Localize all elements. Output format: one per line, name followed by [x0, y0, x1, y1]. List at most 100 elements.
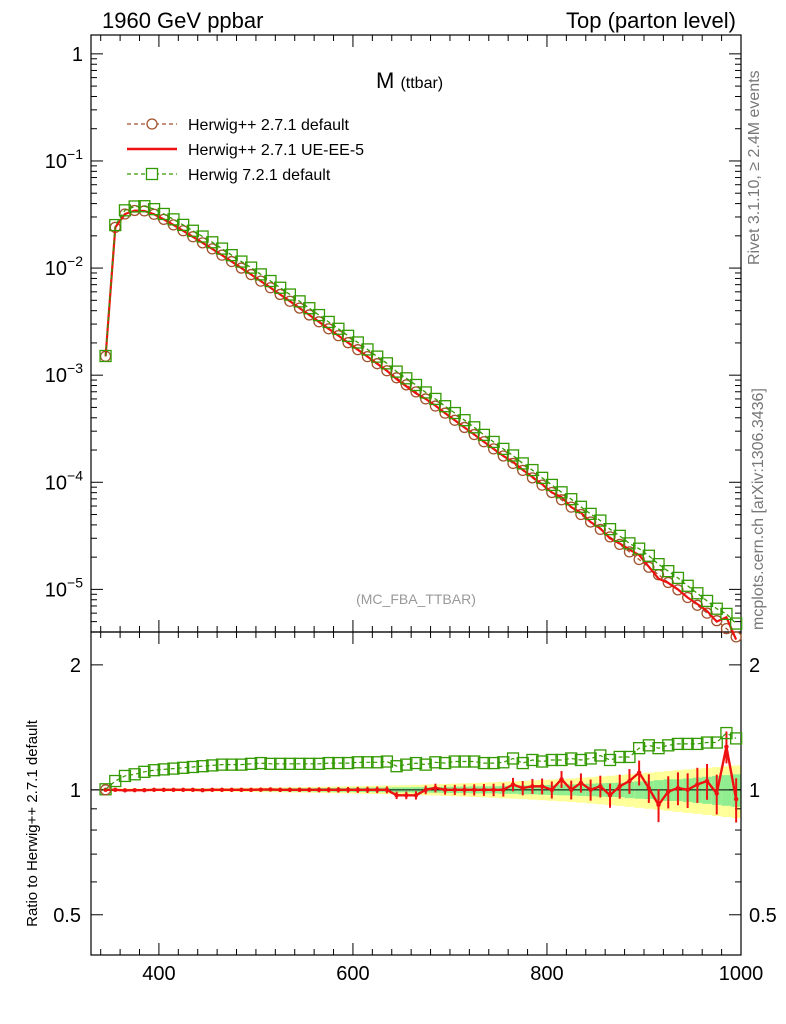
data-point	[371, 350, 384, 363]
data-point	[206, 243, 218, 255]
data-point	[400, 379, 412, 391]
x-tick-label: 800	[530, 963, 563, 985]
data-point	[565, 501, 577, 513]
ratio-point	[481, 787, 487, 793]
ratio-point	[239, 787, 244, 793]
data-point	[526, 463, 539, 477]
data-point	[555, 486, 568, 499]
series-line	[104, 205, 737, 624]
ratio-point	[662, 739, 675, 752]
legend-marker	[145, 167, 159, 181]
data-point	[594, 523, 606, 536]
ratio-point	[200, 787, 205, 793]
ratio-point	[384, 787, 390, 793]
ratio-point	[516, 756, 529, 770]
data-point	[99, 349, 112, 363]
ratio-point	[244, 757, 258, 770]
data-point	[449, 414, 461, 426]
data-point	[274, 288, 286, 301]
ratio-point	[254, 756, 267, 770]
data-point	[371, 358, 383, 370]
ratio-point	[555, 753, 568, 767]
ratio-point	[151, 787, 157, 793]
data-point	[390, 365, 403, 378]
ratio-point	[336, 787, 341, 793]
data-point	[516, 457, 529, 470]
ratio-band-inner	[721, 775, 732, 806]
data-point	[594, 514, 607, 527]
data-point	[293, 295, 306, 308]
ratio-point	[656, 802, 661, 808]
data-point	[429, 400, 442, 412]
legend-label: Herwig++ 2.7.1 UE-EE-5	[188, 142, 364, 159]
data-point	[681, 579, 694, 592]
ratio-point	[458, 755, 471, 768]
ratio-point	[429, 756, 442, 769]
data-point	[128, 200, 141, 213]
ratio-point	[394, 793, 399, 798]
ratio-point	[400, 758, 413, 771]
ratio-point	[724, 744, 729, 749]
ratio-point	[235, 758, 248, 771]
series-0	[99, 204, 742, 643]
data-point	[313, 316, 325, 328]
y-tick-label: 10−1	[45, 146, 83, 173]
data-point	[312, 308, 326, 322]
data-point	[711, 615, 723, 627]
data-point	[361, 343, 374, 356]
ratio-point	[685, 787, 690, 793]
data-point	[400, 372, 413, 385]
data-point	[526, 472, 539, 484]
ratio-point	[355, 787, 360, 793]
data-point	[351, 336, 364, 349]
ratio-point	[530, 784, 535, 789]
ratio-point	[578, 780, 584, 785]
data-point	[264, 282, 277, 294]
x-tick-label: 1000	[719, 963, 764, 985]
ratio-point	[122, 788, 128, 793]
ratio-point	[283, 757, 297, 770]
header-process-label: Top (parton level)	[566, 8, 736, 33]
ratio-point	[666, 789, 671, 794]
y-tick-label: 10−5	[45, 574, 83, 601]
ratio-point	[190, 787, 196, 793]
ratio-point	[371, 756, 384, 769]
data-point	[468, 421, 481, 434]
ratio-point	[138, 765, 151, 778]
ratio-point	[565, 752, 578, 765]
data-point	[303, 309, 315, 321]
data-point	[226, 255, 238, 268]
ratio-point	[374, 787, 380, 793]
ratio-y-tick-label: 2	[70, 655, 81, 677]
ratio-point	[287, 787, 293, 793]
ratio-point	[128, 768, 141, 781]
ratio-point	[569, 787, 574, 793]
ratio-point	[177, 761, 190, 774]
ratio-point	[603, 753, 617, 767]
data-point	[672, 584, 684, 596]
ratio-y-tick-label-right: 2	[749, 655, 760, 677]
ratio-point	[248, 787, 254, 793]
analysis-watermark: (MC_FBA_TTBAR)	[356, 591, 476, 607]
ratio-point	[704, 778, 710, 784]
ratio-point	[506, 752, 520, 765]
data-point	[284, 295, 296, 307]
ratio-point	[462, 787, 467, 793]
ratio-point	[646, 785, 652, 791]
data-point	[380, 357, 394, 370]
ratio-point	[691, 737, 704, 751]
data-point	[419, 386, 432, 399]
data-point	[691, 587, 704, 600]
ratio-y-axis-label: Ratio to Herwig++ 2.7.1 default	[24, 719, 41, 927]
ratio-point	[613, 750, 626, 764]
data-point	[458, 421, 471, 434]
ratio-point	[549, 787, 555, 793]
data-point	[254, 268, 267, 281]
ratio-plot-frame	[90, 631, 742, 956]
ratio-point	[636, 770, 642, 775]
ratio-point	[215, 758, 229, 771]
data-point	[420, 393, 432, 405]
legend-label: Herwig 7.2.1 default	[188, 167, 331, 184]
data-point	[632, 542, 646, 555]
data-point	[643, 561, 655, 573]
